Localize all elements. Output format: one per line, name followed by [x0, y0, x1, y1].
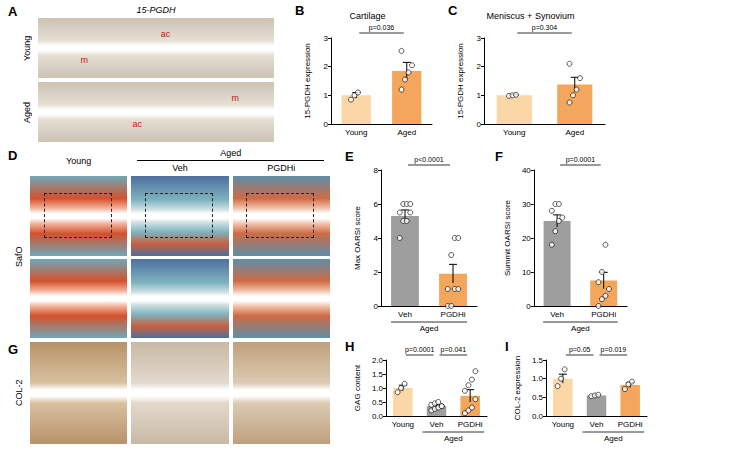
svg-text:p=0.304: p=0.304: [532, 24, 558, 32]
svg-text:COL-2 expression: COL-2 expression: [513, 356, 522, 420]
svg-text:3: 3: [477, 34, 482, 43]
html-text:Aged: Aged: [22, 101, 32, 123]
html-text:Young: Young: [22, 35, 32, 61]
html-text:G: G: [8, 342, 19, 357]
svg-text:0: 0: [374, 302, 379, 311]
svg-text:Summit OARSI score: Summit OARSI score: [503, 199, 512, 276]
svg-text:0.5: 0.5: [372, 398, 384, 407]
svg-text:6: 6: [374, 200, 379, 209]
html-text:m: m: [231, 92, 239, 103]
svg-text:1.0: 1.0: [372, 384, 384, 393]
svg-text:F: F: [495, 150, 503, 164]
svg-text:2.0: 2.0: [372, 356, 384, 365]
svg-text:30: 30: [522, 200, 531, 209]
svg-text:Cartilage: Cartilage: [349, 11, 385, 21]
svg-text:p=0.019: p=0.019: [601, 346, 627, 354]
html-text:Veh: Veh: [172, 163, 188, 173]
html-text:D: D: [8, 148, 18, 163]
svg-text:p=0.0001: p=0.0001: [405, 346, 434, 354]
svg-text:2: 2: [374, 268, 379, 277]
html-text:A: A: [8, 4, 18, 19]
svg-text:15-PGDH expression: 15-PGDH expression: [303, 43, 312, 119]
html-text:m: m: [80, 55, 88, 66]
svg-text:1: 1: [477, 91, 482, 100]
html-text:PGDHi: PGDHi: [267, 163, 296, 173]
svg-text:Aged: Aged: [397, 128, 416, 137]
svg-text:B: B: [295, 4, 304, 18]
svg-text:PGDHi: PGDHi: [591, 310, 616, 319]
svg-text:0.0: 0.0: [532, 412, 544, 421]
svg-text:E: E: [345, 150, 354, 164]
html-text:ac: ac: [160, 28, 171, 39]
svg-text:p=0.036: p=0.036: [369, 24, 395, 32]
svg-text:Aged: Aged: [565, 128, 584, 137]
svg-text:I: I: [505, 340, 509, 354]
svg-text:2: 2: [324, 62, 329, 71]
svg-text:Veh: Veh: [430, 420, 444, 429]
svg-text:Young: Young: [552, 420, 574, 429]
svg-text:15-PGDH expression: 15-PGDH expression: [456, 43, 465, 119]
svg-text:GAG content: GAG content: [353, 364, 362, 411]
svg-text:C: C: [448, 4, 458, 18]
svg-text:8: 8: [374, 166, 379, 175]
svg-text:H: H: [345, 340, 354, 354]
svg-text:0: 0: [324, 120, 329, 129]
svg-text:p=0.041: p=0.041: [441, 346, 467, 354]
html-text:ac: ac: [132, 119, 142, 130]
svg-text:Veh: Veh: [590, 420, 604, 429]
svg-text:PGDHi: PGDHi: [618, 420, 643, 429]
svg-text:Young: Young: [503, 128, 525, 137]
svg-text:Young: Young: [392, 420, 414, 429]
svg-text:p<0.0001: p<0.0001: [414, 156, 443, 164]
svg-text:Veh: Veh: [398, 310, 412, 319]
svg-text:4: 4: [374, 234, 379, 243]
svg-text:0: 0: [526, 302, 531, 311]
svg-text:p=0.0001: p=0.0001: [566, 156, 595, 164]
svg-text:3: 3: [324, 34, 329, 43]
svg-text:Young: Young: [345, 128, 367, 137]
svg-text:Aged: Aged: [420, 324, 439, 333]
svg-text:2: 2: [477, 62, 482, 71]
svg-text:40: 40: [522, 166, 531, 175]
svg-text:Aged: Aged: [604, 434, 623, 443]
svg-text:20: 20: [522, 234, 531, 243]
svg-text:1.5: 1.5: [532, 356, 544, 365]
svg-text:1.5: 1.5: [372, 370, 384, 379]
svg-text:Veh: Veh: [550, 310, 564, 319]
html-text:SafO: SafO: [14, 246, 24, 268]
svg-text:0.0: 0.0: [372, 412, 384, 421]
svg-text:PGDHi: PGDHi: [458, 420, 483, 429]
html-text:15-PGDH: 15-PGDH: [136, 5, 176, 15]
svg-text:Meniscus + Synovium: Meniscus + Synovium: [487, 11, 575, 21]
svg-text:p=0.05: p=0.05: [569, 346, 591, 354]
svg-text:1: 1: [324, 91, 329, 100]
svg-text:0.5: 0.5: [532, 393, 544, 402]
html-text:COL-2: COL-2: [14, 379, 24, 407]
svg-text:10: 10: [522, 268, 531, 277]
svg-text:1.0: 1.0: [532, 374, 544, 383]
svg-text:Max OARSI score: Max OARSI score: [353, 205, 362, 270]
svg-text:0: 0: [477, 120, 482, 129]
html-text:Aged: Aged: [220, 148, 242, 158]
svg-text:PGDHi: PGDHi: [441, 310, 466, 319]
svg-text:Aged: Aged: [444, 434, 463, 443]
svg-text:Aged: Aged: [571, 324, 590, 333]
html-text:Young: Young: [66, 156, 92, 166]
